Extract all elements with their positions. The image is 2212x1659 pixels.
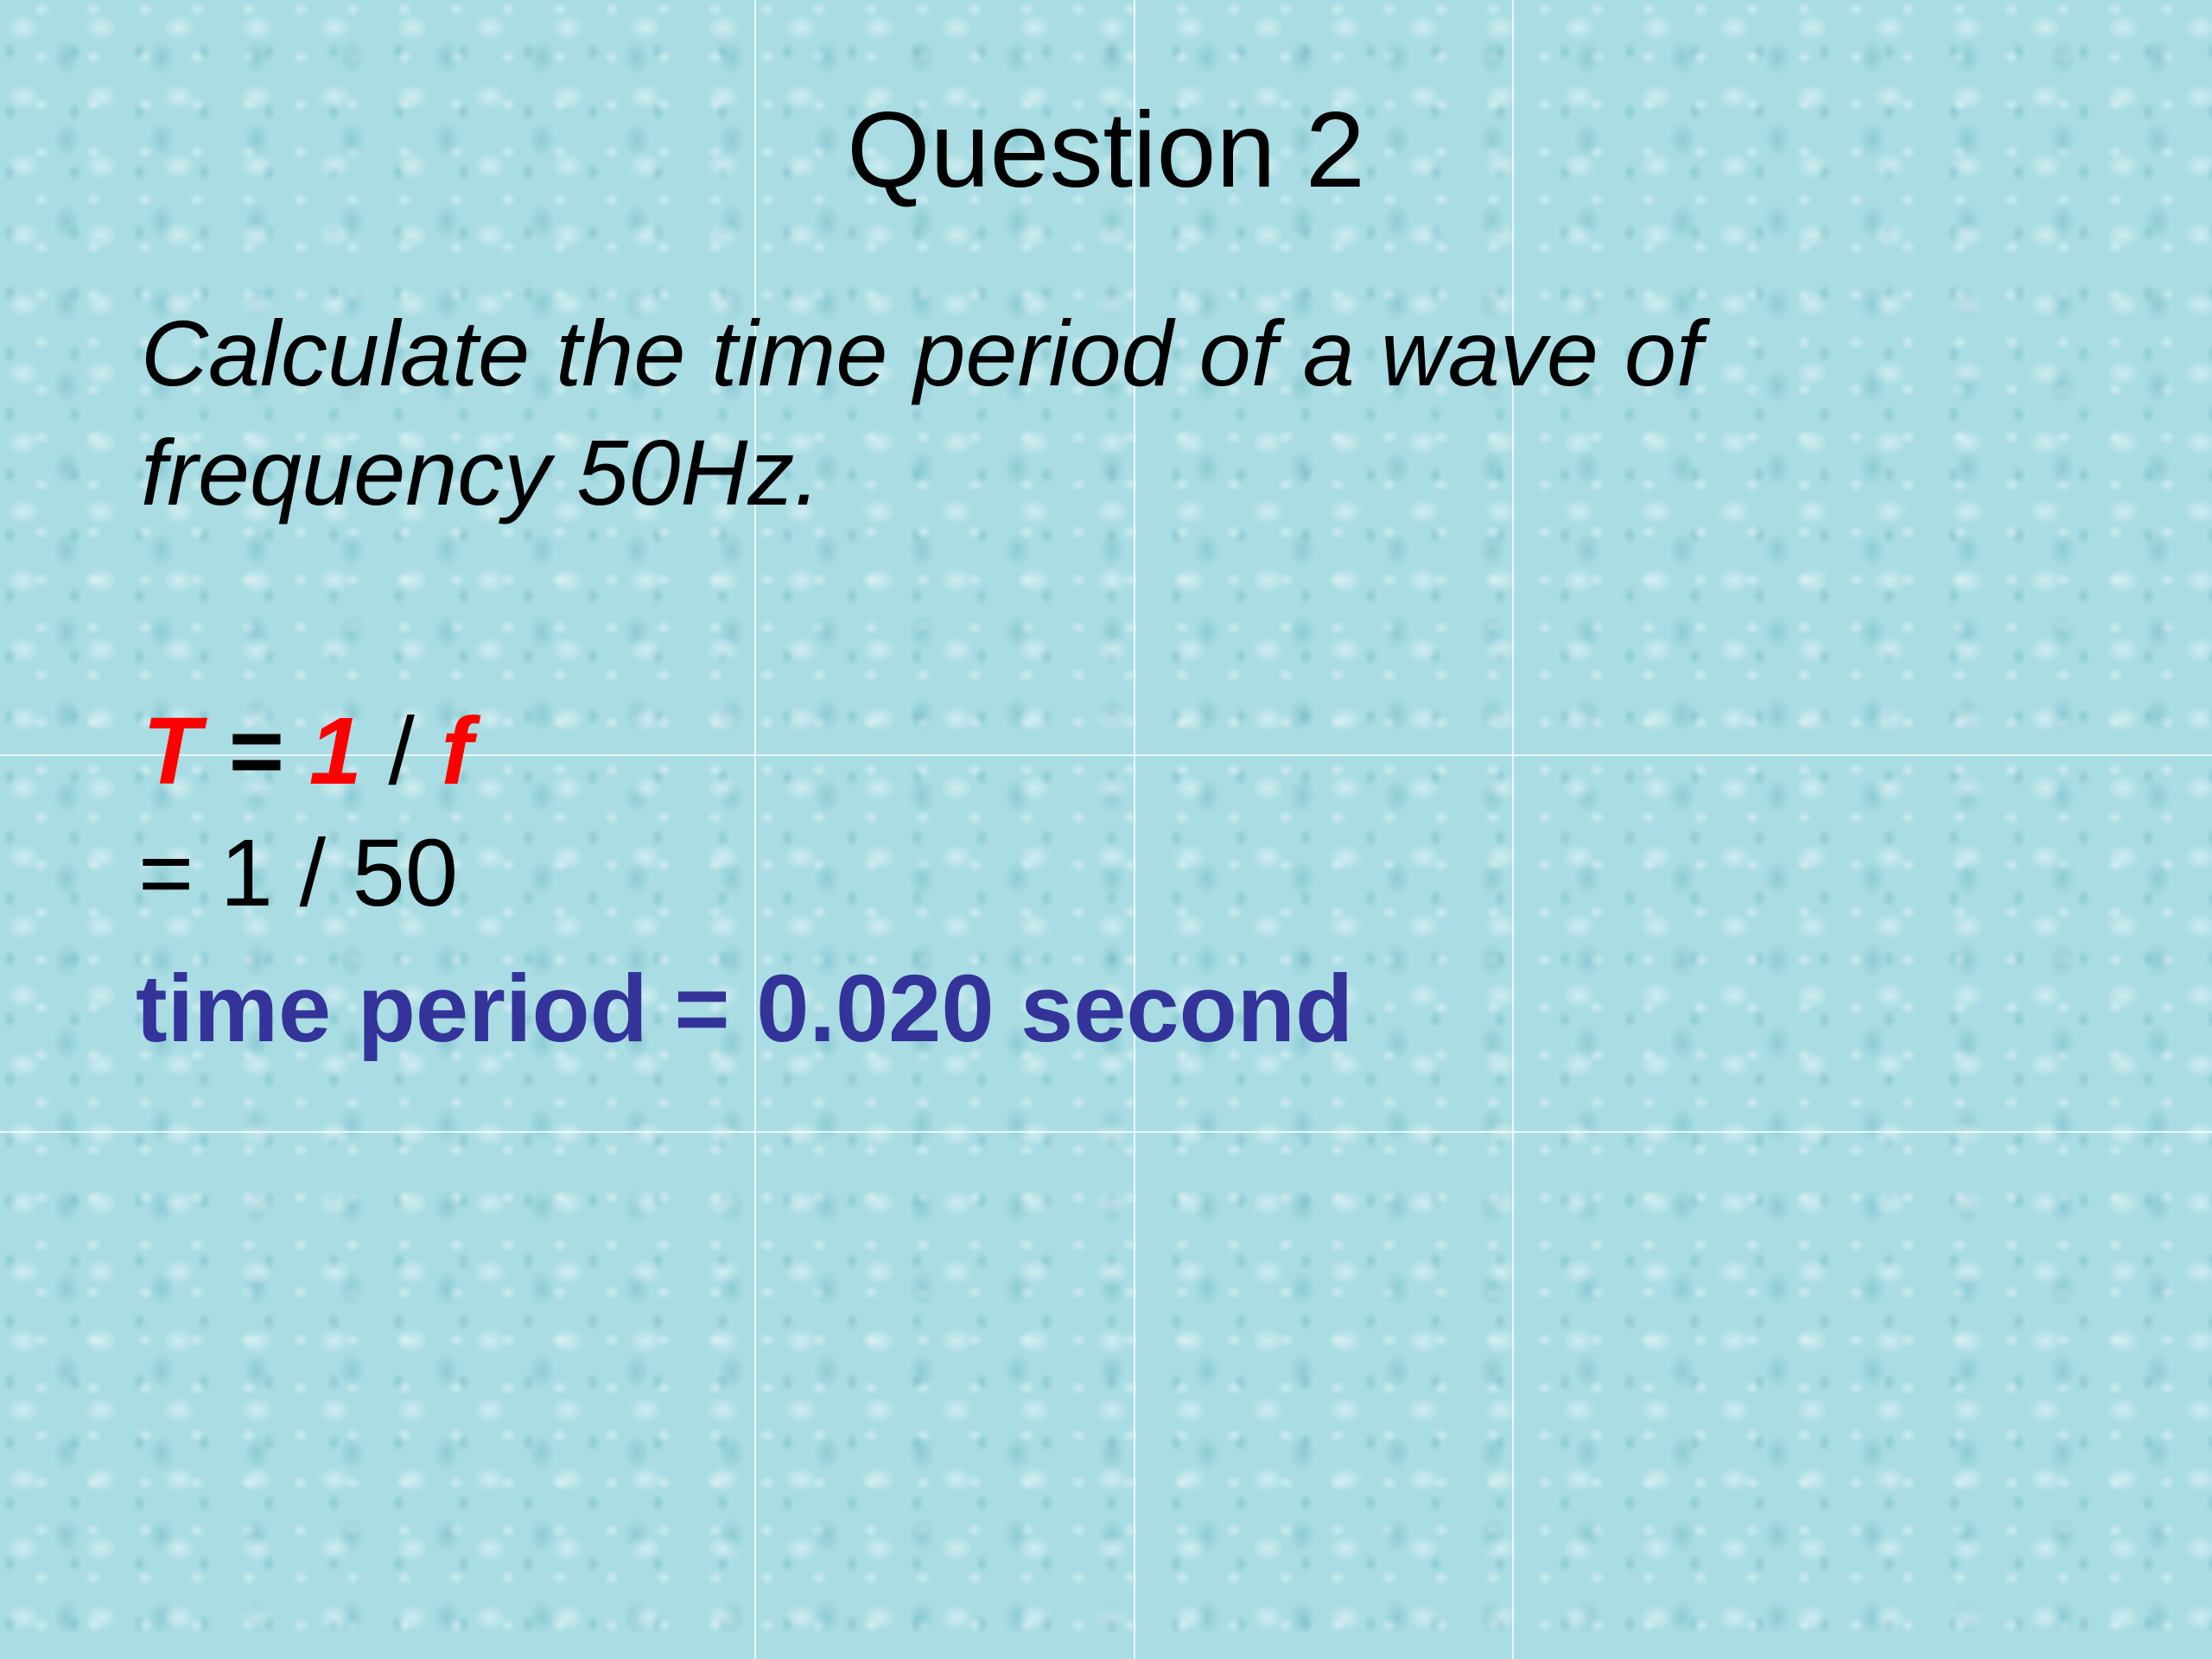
formula-T: T: [143, 698, 201, 804]
substitution: = 1 / 50: [138, 820, 459, 926]
question-line-2: frequency 50Hz.: [141, 420, 821, 524]
grid-line: [1134, 0, 1135, 1659]
formula-one: 1: [308, 698, 362, 804]
formula-slash: /: [361, 698, 442, 804]
formula-f: f: [441, 698, 474, 804]
question-line-1: Calculate the time period of a wave of: [141, 301, 1702, 405]
formula-equals: =: [200, 698, 309, 804]
slide-title: Question 2: [847, 91, 1365, 210]
grid-line: [0, 1131, 2212, 1133]
answer: time period = 0.020 second: [136, 956, 1354, 1062]
formula: T = 1 / f: [143, 704, 473, 799]
grid-line: [754, 0, 756, 1659]
grid-line: [1512, 0, 1514, 1659]
grid-line: [0, 754, 2212, 756]
